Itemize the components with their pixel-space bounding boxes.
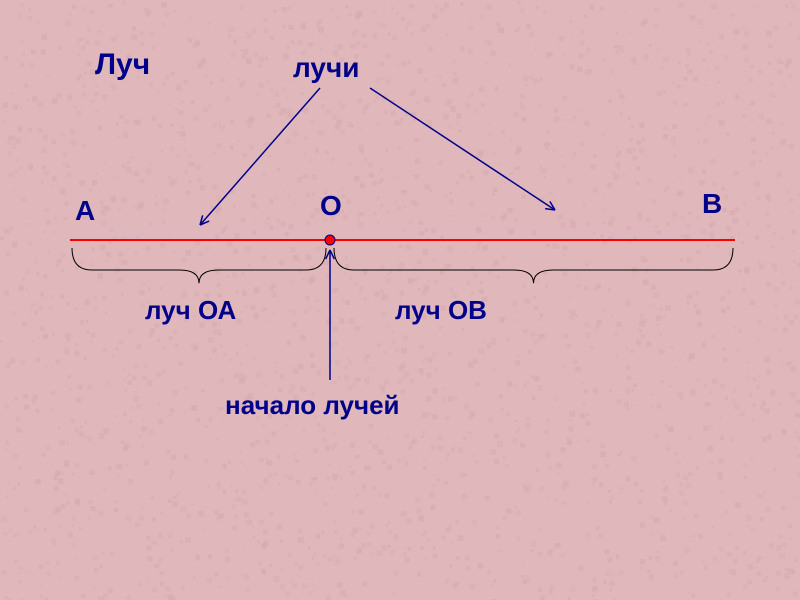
point-a-label: А	[75, 195, 95, 227]
point-b-label: В	[702, 188, 722, 220]
title-label: Луч	[95, 48, 150, 82]
point-o-label: О	[320, 190, 342, 222]
rays-label: лучи	[293, 52, 359, 84]
diagram-canvas: Луч лучи А О В луч ОА луч ОВ начало луче…	[0, 0, 800, 600]
ray-ob-label: луч ОВ	[395, 295, 487, 326]
ray-oa-label: луч ОА	[145, 295, 236, 326]
origin-label: начало лучей	[225, 390, 400, 421]
